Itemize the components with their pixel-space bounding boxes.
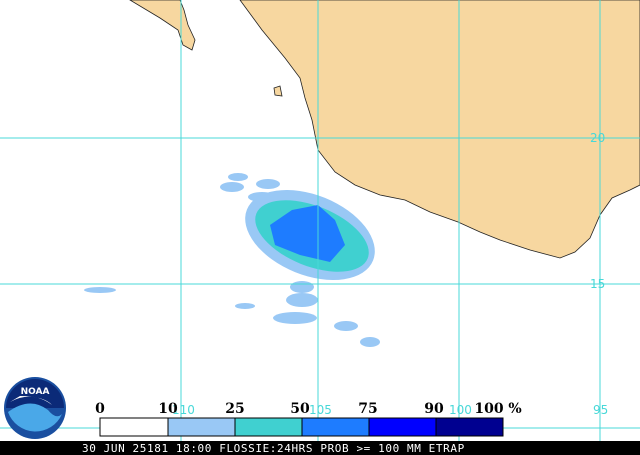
precip [84, 173, 380, 347]
land [129, 0, 196, 51]
lon-label: 105 [309, 403, 332, 417]
logo-text: NOAA [21, 387, 50, 397]
lat-label: 15 [590, 277, 605, 291]
lon-label: 100 [449, 403, 472, 417]
legend-label: 10 [158, 401, 178, 417]
lon-label: 95 [593, 403, 608, 417]
legend-label: 75 [358, 401, 377, 417]
legend-label: 100 [474, 401, 503, 417]
land [239, 0, 640, 259]
noaa-logo: NOAA [4, 377, 66, 439]
legend-label: 25 [225, 401, 244, 417]
land [273, 85, 283, 97]
legend [99, 417, 504, 437]
footer-text: 30 JUN 25181 18:00 FLOSSIE:24HRS PROB >=… [82, 442, 465, 455]
legend-label: 0 [95, 401, 105, 417]
legend-unit: % [508, 401, 521, 417]
footer-bar [0, 441, 640, 455]
legend-label: 50 [290, 401, 310, 417]
legend-label: 90 [424, 401, 444, 417]
lat-label: 20 [590, 131, 605, 145]
lon-label: 110 [172, 403, 195, 417]
